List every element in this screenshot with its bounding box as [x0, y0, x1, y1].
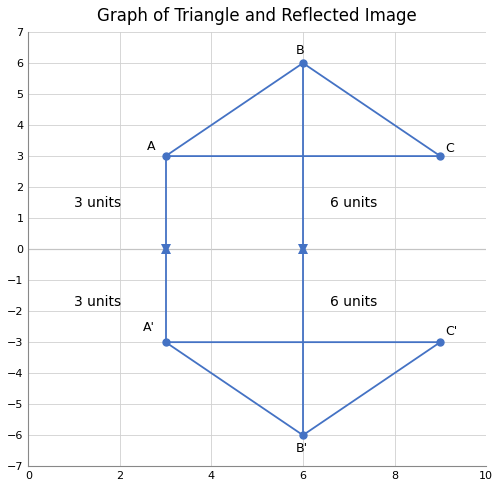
- Text: B: B: [296, 44, 304, 57]
- Text: 6 units: 6 units: [330, 196, 378, 210]
- Title: Graph of Triangle and Reflected Image: Graph of Triangle and Reflected Image: [98, 7, 417, 25]
- Text: 3 units: 3 units: [74, 196, 121, 210]
- Text: 3 units: 3 units: [74, 295, 121, 309]
- Text: C': C': [445, 325, 457, 338]
- Text: A: A: [148, 140, 156, 153]
- Text: 6 units: 6 units: [330, 295, 378, 309]
- Text: A': A': [142, 322, 154, 334]
- Text: B': B': [296, 442, 308, 455]
- Text: C: C: [445, 142, 454, 155]
